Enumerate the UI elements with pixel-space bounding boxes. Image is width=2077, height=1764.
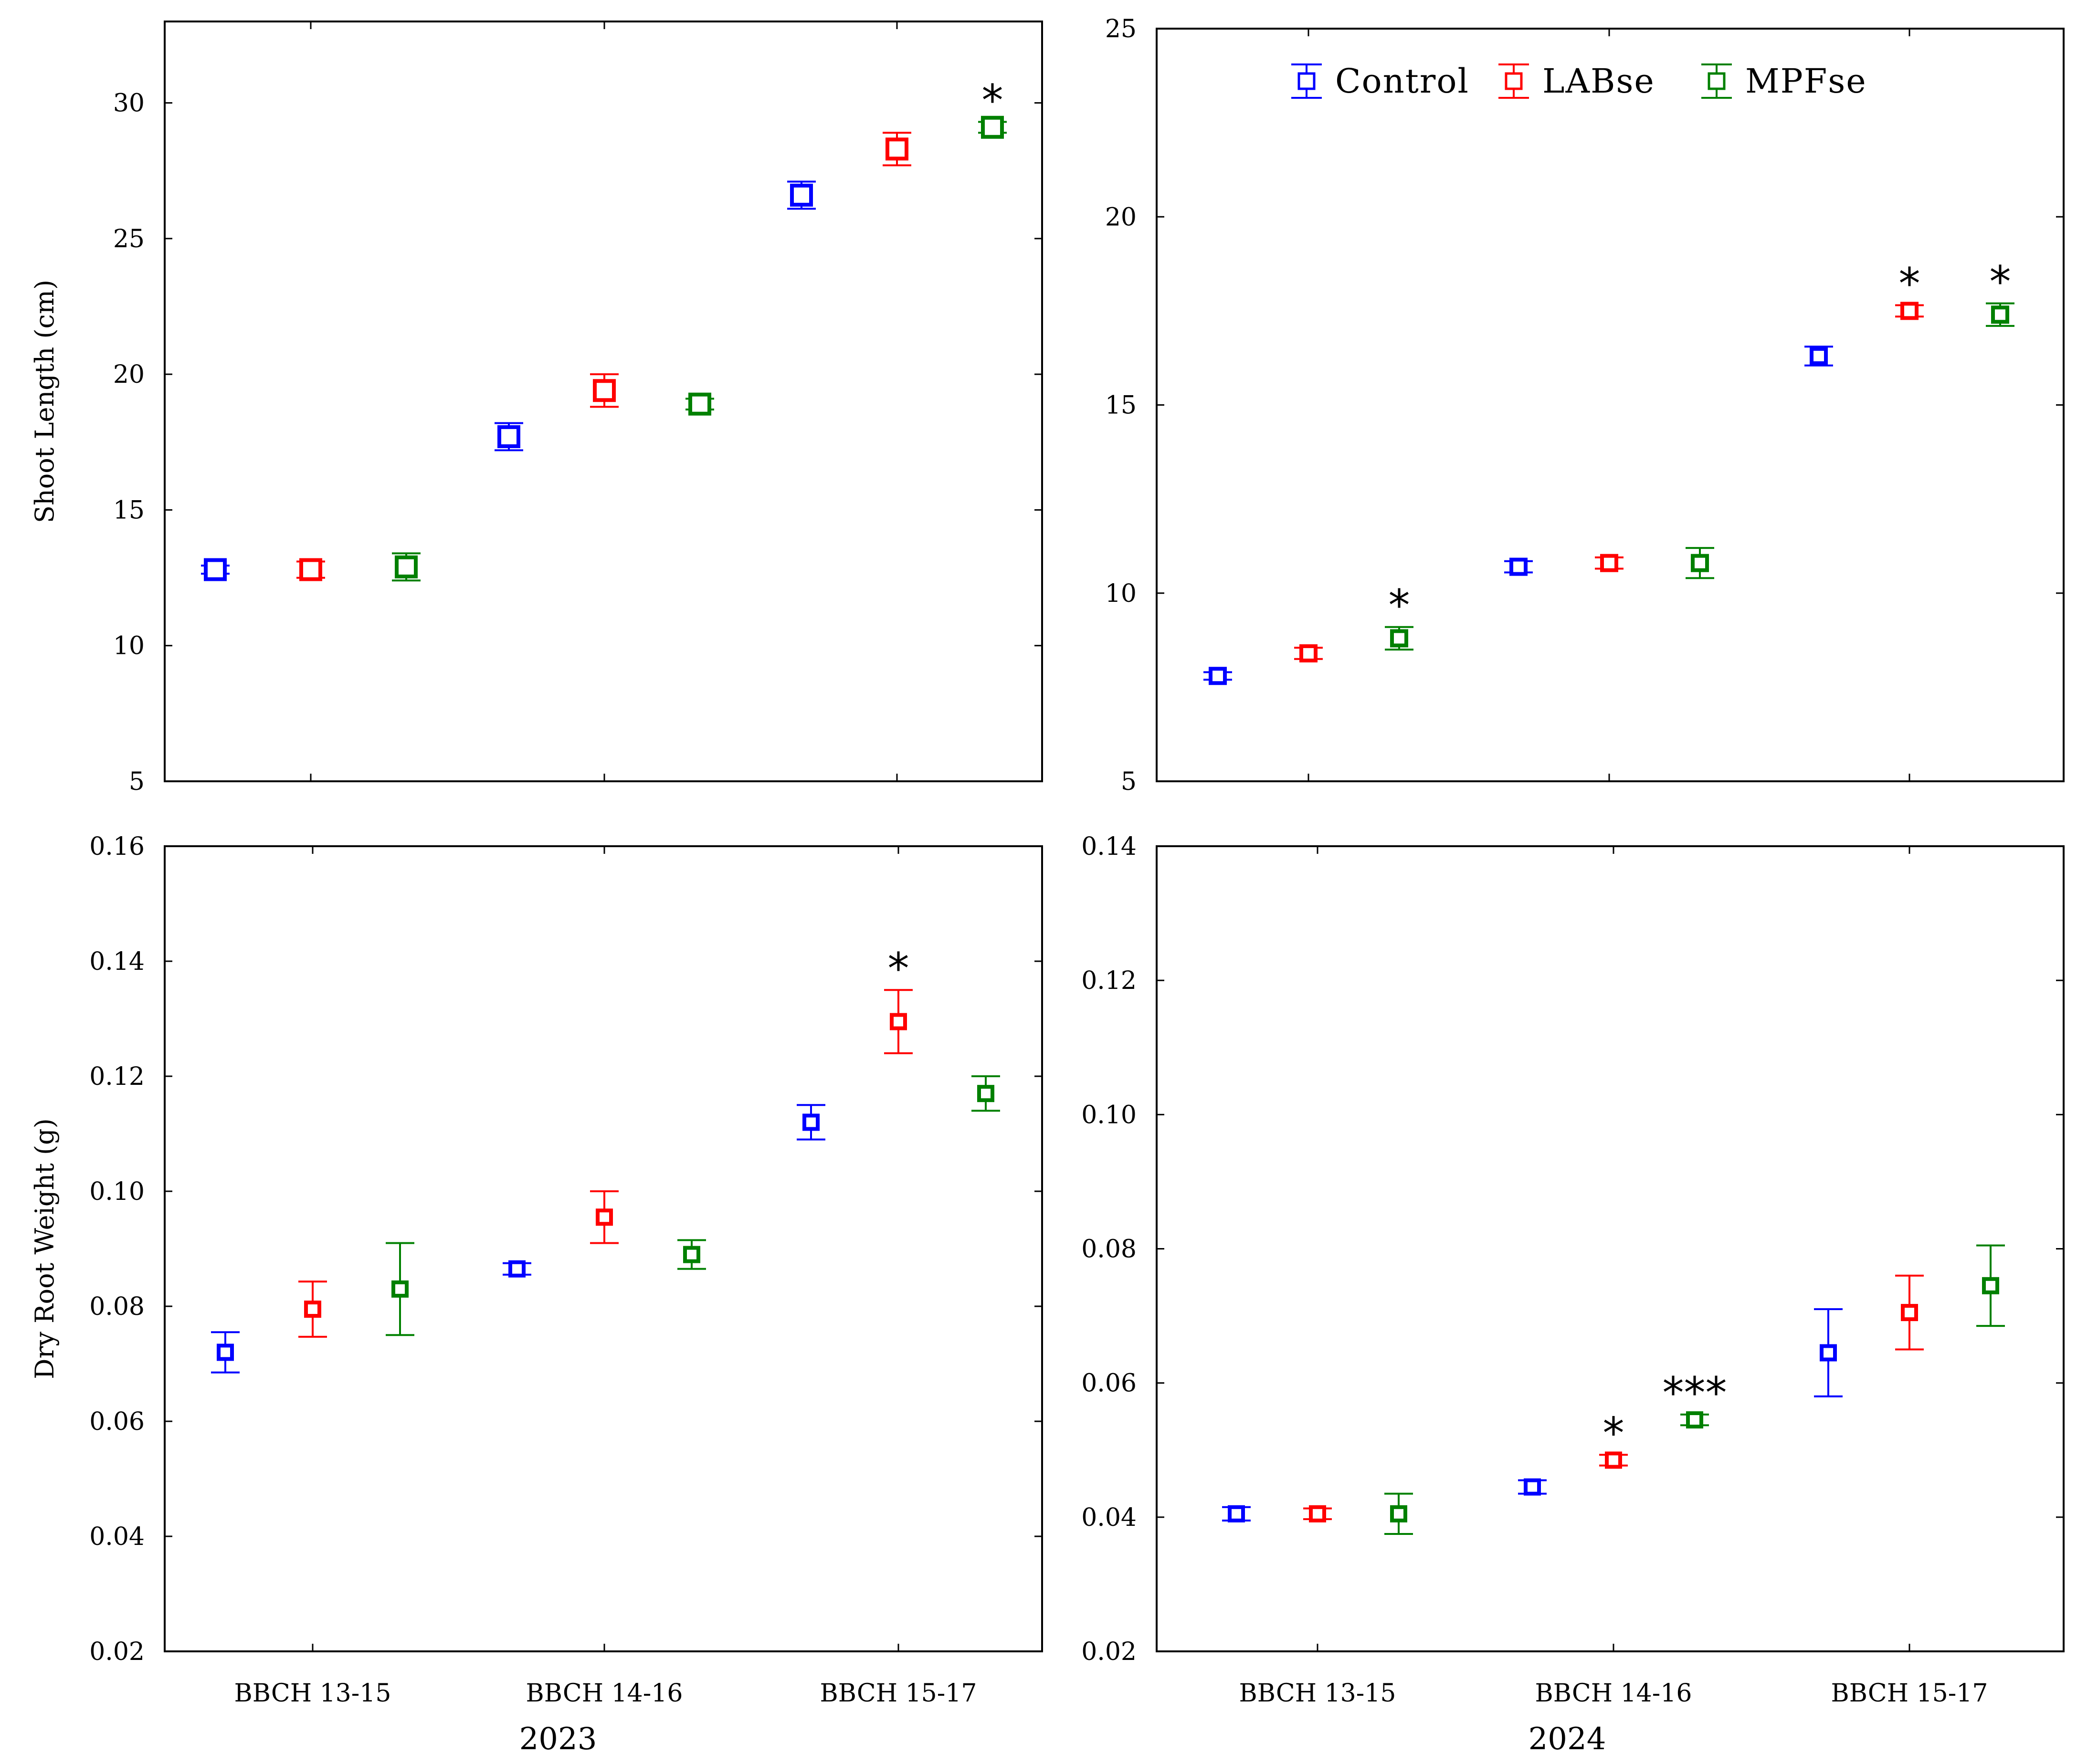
- y-tick-label: 15: [113, 496, 145, 525]
- y-tick-label: 5: [1121, 767, 1137, 796]
- y-tick-label: 0.08: [89, 1292, 145, 1321]
- mean-point-mpfse: [688, 392, 711, 416]
- y-tick-label: 25: [1105, 15, 1137, 43]
- mean-point-control: [1509, 557, 1528, 576]
- legend-label: LABse: [1542, 62, 1655, 101]
- plot-frame: [164, 845, 1043, 1652]
- mean-point-mpfse: [977, 1085, 994, 1102]
- x-tick-label: BBCH 15-17: [820, 1679, 977, 1708]
- y-tick-label: 20: [1105, 203, 1137, 231]
- mean-point-labse: [886, 137, 908, 161]
- mean-point-mpfse: [683, 1246, 700, 1263]
- y-tick-label: 0.12: [89, 1062, 145, 1091]
- mean-point-control: [508, 1260, 526, 1278]
- significance-marker: *: [888, 944, 909, 994]
- legend-swatch-box: [1708, 72, 1726, 90]
- y-tick-label: 0.04: [89, 1522, 145, 1551]
- mean-point-labse: [1309, 1505, 1326, 1522]
- mean-point-control: [217, 1344, 234, 1361]
- y-tick-label: 0.02: [1081, 1638, 1137, 1666]
- mean-point-mpfse: [1991, 305, 2009, 324]
- x-tick-label: BBCH 13-15: [1239, 1679, 1396, 1708]
- y-tick-label: 0.10: [89, 1177, 145, 1206]
- x-tick-label: BBCH 15-17: [1831, 1679, 1988, 1708]
- chart-panel-p2024_root: 0.02 0.04 0.06 0.08 0.10 0.12 0.14 BBCH 13-15 BB…: [1081, 832, 2065, 1757]
- significance-marker: *: [1899, 259, 1920, 309]
- y-tick-label: 0.12: [1081, 966, 1137, 995]
- mean-point-control: [802, 1113, 820, 1131]
- y-axis-title: Dry Root Weight (g): [30, 1118, 60, 1379]
- mean-point-labse: [890, 1013, 907, 1030]
- y-axis-title: Shoot Length (cm): [30, 280, 60, 523]
- y-tick-label: 0.06: [89, 1407, 145, 1436]
- x-tick-label: BBCH 14-16: [1535, 1679, 1692, 1708]
- y-tick-label: 0.08: [1081, 1235, 1137, 1264]
- y-tick-label: 0.10: [1081, 1101, 1137, 1129]
- y-tick-label: 0.02: [89, 1638, 145, 1666]
- chart-panel-p2024_shoot: 5 10 15 20 25 * * *: [1105, 15, 2065, 796]
- mean-point-control: [204, 558, 227, 581]
- mean-point-control: [497, 425, 520, 448]
- y-tick-label: 10: [113, 632, 145, 661]
- mean-point-control: [790, 183, 813, 207]
- y-tick-label: 10: [1105, 579, 1137, 608]
- mean-point-mpfse: [1390, 1505, 1407, 1522]
- x-tick-label: BBCH 13-15: [234, 1679, 391, 1708]
- plot-frame: [164, 21, 1043, 782]
- legend-item-labse: LABse: [1498, 62, 1655, 101]
- mean-point-labse: [593, 379, 616, 402]
- legend-label: MPFse: [1745, 62, 1867, 101]
- year-label: 2024: [1529, 1722, 1606, 1757]
- mean-point-mpfse: [1691, 554, 1709, 572]
- mean-point-mpfse: [981, 116, 1004, 139]
- mean-point-control: [1209, 667, 1227, 685]
- mean-point-mpfse: [1982, 1277, 1999, 1294]
- significance-marker: *: [1389, 581, 1410, 631]
- y-tick-label: 0.06: [1081, 1369, 1137, 1398]
- y-tick-label: 0.16: [89, 832, 145, 861]
- legend-item-mpfse: MPFse: [1701, 62, 1867, 101]
- mean-point-labse: [304, 1301, 321, 1318]
- y-tick-label: 20: [113, 360, 145, 389]
- mean-point-mpfse: [1686, 1411, 1703, 1428]
- x-tick-label: BBCH 14-16: [526, 1679, 683, 1708]
- mean-point-control: [1524, 1478, 1541, 1496]
- chart-panel-p2023_shoot: 5 10 15 20 25 30 Shoot Length (cm) *: [30, 21, 1043, 796]
- plot-frame: [1156, 845, 2065, 1652]
- mean-point-labse: [1901, 1304, 1918, 1322]
- mean-point-labse: [1900, 302, 1919, 320]
- mean-point-mpfse: [1390, 629, 1408, 648]
- year-label: 2023: [519, 1722, 597, 1757]
- significance-marker: *: [1603, 1408, 1624, 1459]
- y-tick-label: 15: [1105, 391, 1137, 420]
- mean-point-labse: [299, 558, 322, 581]
- significance-marker: ***: [1663, 1368, 1727, 1418]
- plot-frame: [1156, 28, 2065, 782]
- y-tick-label: 0.04: [1081, 1503, 1137, 1532]
- mean-point-control: [1228, 1505, 1245, 1522]
- chart-panel-p2023_root: 0.02 0.04 0.06 0.08 0.10 0.12 0.14 0.16 BBCH 13-…: [30, 832, 1043, 1757]
- mean-point-labse: [1600, 554, 1618, 572]
- significance-marker: *: [982, 75, 1003, 126]
- legend-swatch-box: [1297, 72, 1316, 90]
- y-tick-label: 0.14: [1081, 832, 1137, 861]
- mean-point-labse: [1299, 644, 1318, 662]
- mean-point-labse: [1605, 1451, 1622, 1469]
- mean-point-control: [1810, 346, 1828, 365]
- significance-marker: *: [1990, 257, 2011, 307]
- mean-point-labse: [596, 1208, 613, 1226]
- legend-item-control: Control: [1291, 62, 1469, 101]
- y-tick-label: 5: [129, 767, 145, 796]
- legend-label: Control: [1335, 62, 1469, 101]
- mean-point-mpfse: [395, 555, 418, 578]
- mean-point-mpfse: [391, 1280, 409, 1298]
- y-tick-label: 25: [113, 225, 145, 253]
- y-tick-label: 0.14: [89, 947, 145, 976]
- y-tick-label: 30: [113, 89, 145, 118]
- legend: Control LABse MPFse: [1291, 62, 1867, 101]
- mean-point-control: [1820, 1344, 1837, 1362]
- legend-swatch-box: [1505, 72, 1523, 90]
